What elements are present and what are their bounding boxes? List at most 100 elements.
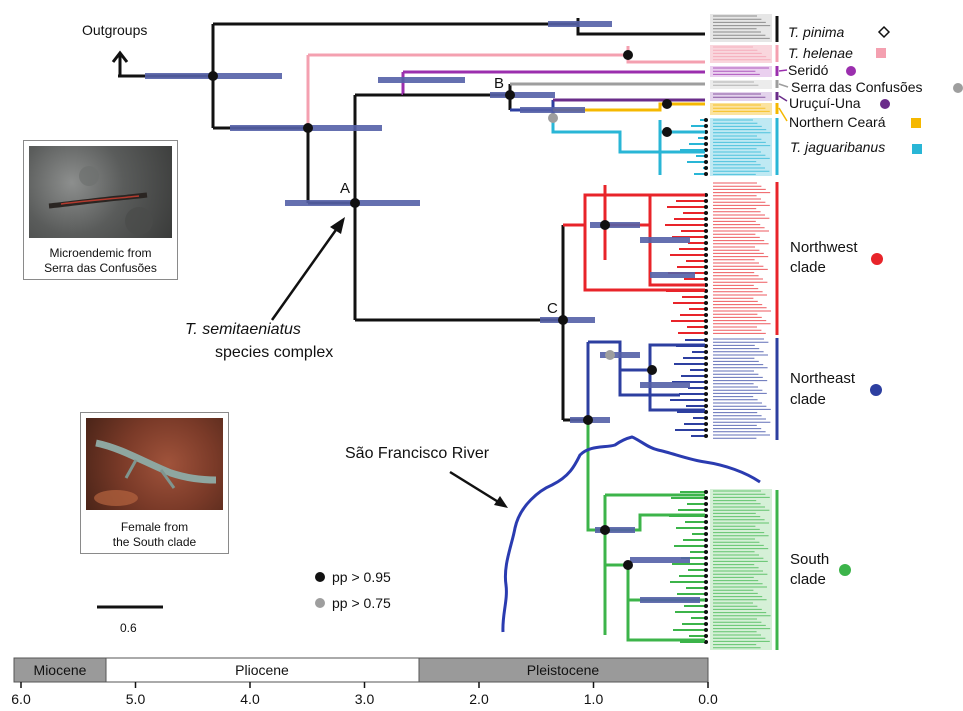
support-dot-ingroup [303,123,313,133]
tip-dot [704,404,708,408]
clade-label-south-2: clade [790,571,826,588]
clade-label-pinima: T. pinima [788,24,845,40]
axis-tick-label: 4.0 [240,691,260,707]
complex-arrow [270,217,345,321]
tip-dot [704,205,708,209]
tip-dot [704,502,708,506]
tip-dot [704,217,708,221]
tip-dot [704,428,708,432]
tip-dot [704,490,708,494]
epoch-pleistocene-box [418,657,709,683]
complex-label-rest: species complex [215,344,333,361]
tip-dot [704,295,708,299]
clade-label-south-1: South [790,551,829,568]
tip-dot [704,259,708,263]
epoch-bar: Miocene Pliocene Pleistocene [13,657,709,683]
tip-dot [704,628,708,632]
tip-dot [704,307,708,311]
caption-microendemic-2: Serra das Confusões [44,261,157,275]
marker-south-icon [839,564,851,576]
support-dot-helenae [623,50,633,60]
marker-pinima-icon [877,25,891,39]
time-axis: 6.0 5.0 4.0 3.0 2.0 1.0 0.0 [11,682,718,707]
tip-dot [704,496,708,500]
marker-helenae-icon [876,48,886,58]
tip-dot [704,610,708,614]
tip-dot [704,622,708,626]
complex-label-italic: T. semitaeniatus [185,321,301,338]
tip-dot [704,223,708,227]
clade-label-ceara: Northern Ceará [789,114,886,130]
marker-jaguaribanus-icon [912,144,922,154]
tip-dot [704,313,708,317]
epoch-miocene: Miocene [34,662,87,678]
support-dot-southeast [583,415,593,425]
photo-microendemic: Microendemic from Serra das Confusões [23,140,178,280]
tip-dot [704,526,708,530]
node-label-a: A [340,180,350,197]
tip-dot [704,422,708,426]
tip-block [710,80,772,89]
tip-dot [704,604,708,608]
tip-block [710,14,772,42]
tip-dot [704,136,708,140]
marker-serido-icon [846,66,856,76]
tip-dot [704,241,708,245]
legend-high: pp > 0.95 [332,569,391,585]
tip-dot [704,374,708,378]
epoch-miocene-box [13,657,107,683]
tip-dot [704,154,708,158]
complex-label: T. semitaeniatus [185,321,301,338]
tip-dot [704,550,708,554]
epoch-pleistocene: Pleistocene [527,662,600,678]
river-label: São Francisco River [345,445,490,462]
tip-dot [704,434,708,438]
support-dot-northwest [600,220,610,230]
legend-mid: pp > 0.75 [332,595,391,611]
tip-labels [665,14,772,650]
tip-dot [704,538,708,542]
node-label-c: C [547,300,558,317]
axis-tick-label: 3.0 [355,691,375,707]
support-dot-confusoes-gray [548,113,558,123]
tip-dot [704,338,708,342]
tip-dot [704,562,708,566]
clade-markers [839,25,963,576]
marker-northwest-icon [871,253,883,265]
tip-dot [704,398,708,402]
tip-dot [704,520,708,524]
tip-dot [704,271,708,275]
tip-dot [704,556,708,560]
support-dot-south-inner [623,560,633,570]
support-dot-c [558,315,568,325]
tip-dot [704,568,708,572]
support-dot-northeast-gray [605,350,615,360]
jaguaribanus-stem [551,118,705,154]
caption-female-2: the South clade [112,535,197,549]
tip-block [710,489,772,650]
clade-leaders [778,69,789,122]
tip-dot [704,362,708,366]
tip-dot [704,319,708,323]
south-inner [603,493,705,642]
tip-dot [704,160,708,164]
support-dot-b [505,90,515,100]
tip-dot [704,331,708,335]
support-legend: pp > 0.95 pp > 0.75 [315,569,391,611]
tip-dot [704,301,708,305]
tip-dot [704,380,708,384]
support-dot-south [600,525,610,535]
support-dot-jaguaribanus [662,127,672,137]
tip-dot [704,253,708,257]
tip-dot [704,368,708,372]
support-dot-a [350,198,360,208]
tip-block [710,45,772,63]
tip-block [710,337,772,442]
outgroups-arrow [111,50,129,76]
node-label-b: B [494,75,504,92]
marker-confusoes-icon [953,83,963,93]
scale-bar-value: 0.6 [120,621,137,635]
lizard-photo-leaves [86,418,223,510]
support-dot-urucui [662,99,672,109]
